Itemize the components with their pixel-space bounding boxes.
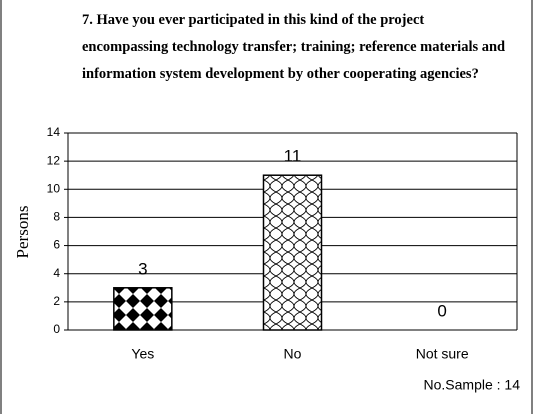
y-tick-label: 2 [53, 294, 60, 308]
x-tick-label: No [284, 346, 302, 362]
y-tick-label: 12 [47, 153, 61, 167]
x-tick-label: Not sure [416, 346, 469, 362]
y-tick-label: 14 [47, 125, 61, 139]
y-tick-label: 8 [53, 210, 60, 224]
y-tick-label: 0 [53, 322, 60, 336]
x-tick-label: Yes [131, 346, 154, 362]
y-tick-label: 6 [53, 238, 60, 252]
data-label: 0 [437, 301, 446, 320]
bar [262, 174, 323, 331]
bar [113, 287, 173, 331]
data-label: 3 [138, 259, 147, 278]
chart-title: 7. Have you ever participated in this ki… [82, 12, 506, 82]
annotation: No.Sample : 14 [424, 377, 521, 393]
y-axis-label: Persons [13, 206, 32, 259]
y-tick-label: 4 [53, 266, 60, 280]
y-tick-label: 10 [47, 181, 61, 195]
data-label: 11 [284, 147, 302, 166]
